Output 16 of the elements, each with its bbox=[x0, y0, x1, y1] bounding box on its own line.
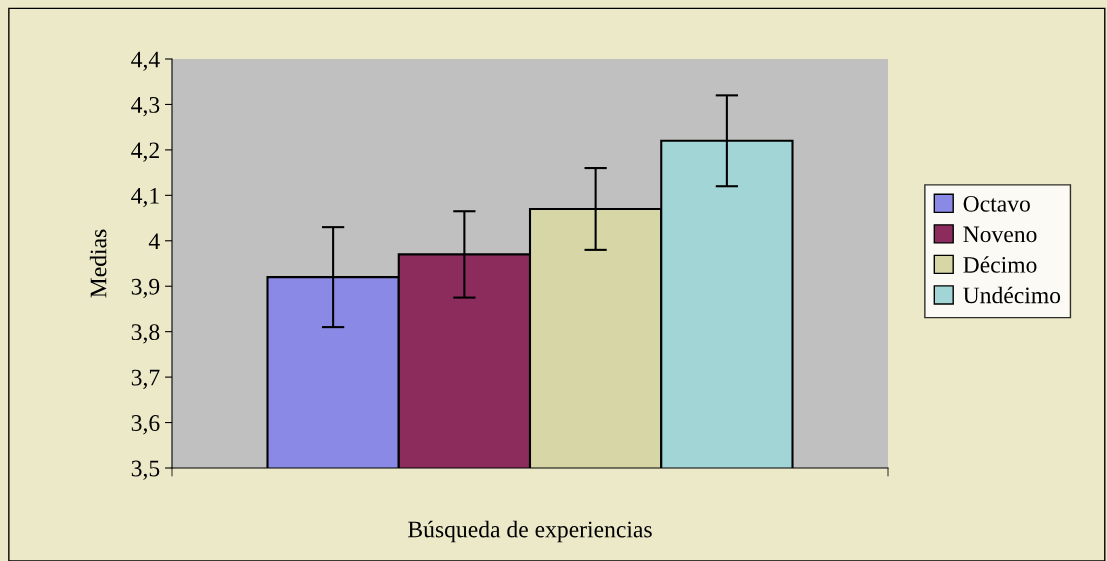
y-tick-label: 3,9 bbox=[131, 278, 160, 299]
y-tick-label: 4,2 bbox=[131, 142, 159, 162]
y-tick-label: 3,6 bbox=[131, 415, 160, 435]
y-tick-label: 3,8 bbox=[131, 324, 160, 344]
y-tick-label: 4 bbox=[148, 233, 160, 249]
legend-label: Noveno bbox=[963, 226, 1037, 243]
x-tick-label: Búsqueda de experiencias bbox=[408, 520, 652, 543]
legend-label: Undécimo bbox=[963, 286, 1061, 304]
legend-label: Octavo bbox=[963, 195, 1030, 212]
y-tick-label: 4,4 bbox=[131, 51, 160, 71]
y-tick-label: 4,1 bbox=[131, 187, 159, 208]
legend-label: Décimo bbox=[963, 256, 1037, 273]
y-tick-label: 3,7 bbox=[131, 369, 160, 389]
y-axis-title: Medias bbox=[89, 229, 107, 298]
y-tick-label: 4,3 bbox=[131, 97, 160, 117]
y-tick-label: 3,5 bbox=[131, 460, 160, 480]
